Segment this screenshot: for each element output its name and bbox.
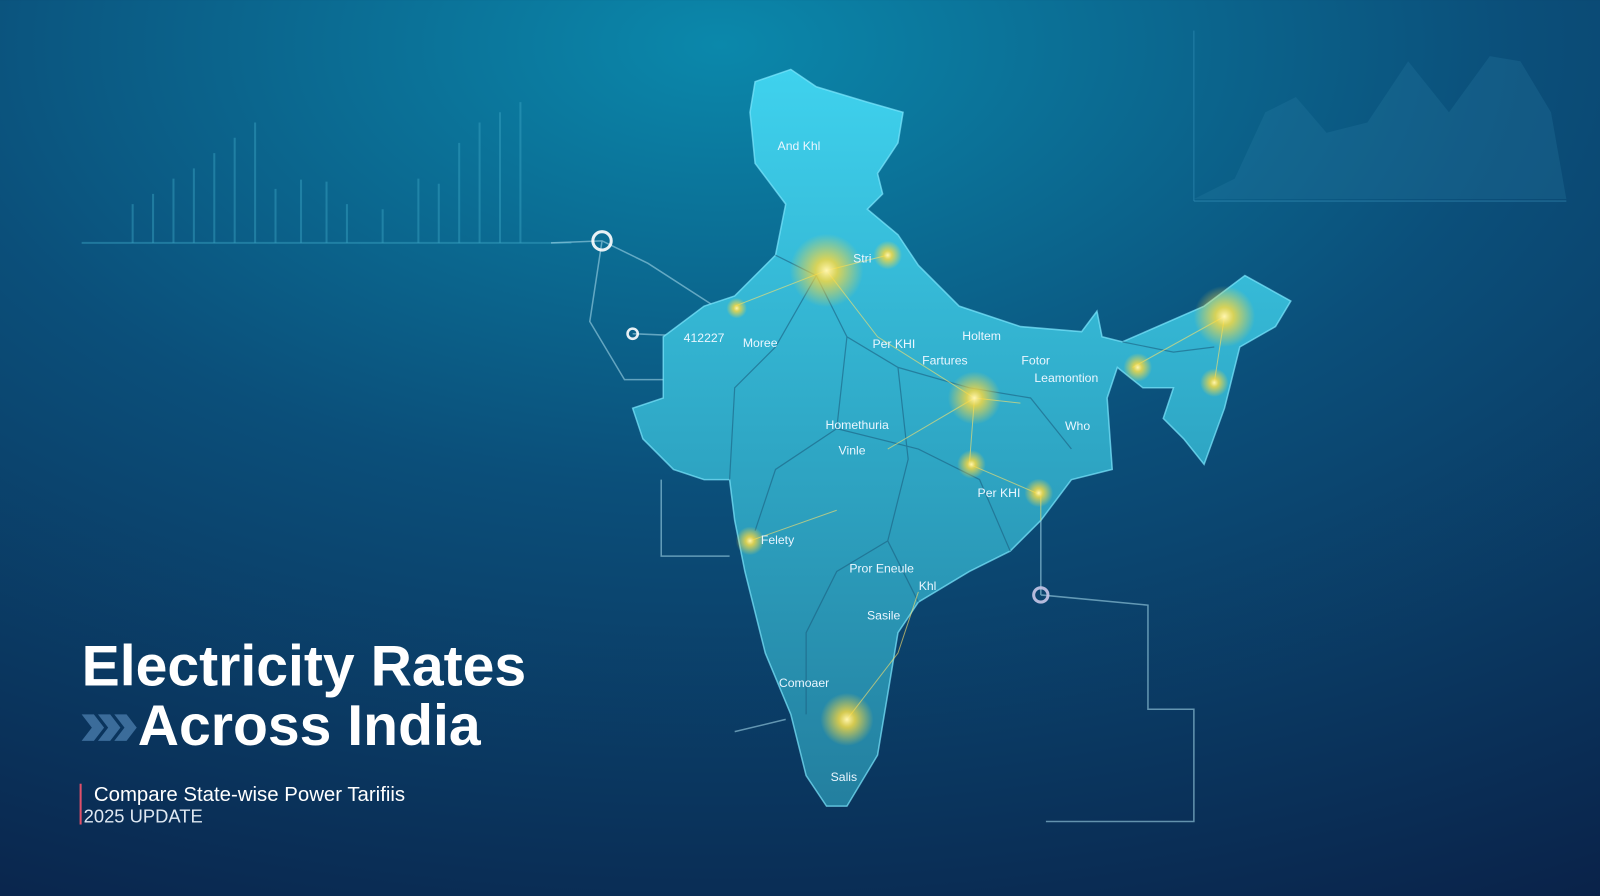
map-label: Pror Eneule — [849, 562, 914, 576]
map-label: Felety — [761, 533, 795, 547]
map-label: Comoaer — [779, 676, 829, 690]
map-labels: And Khl Stri 412227 Moree Per KHI Fartures Hol… — [684, 139, 1099, 784]
decor-area — [1193, 30, 1567, 202]
chevrons — [81, 714, 137, 741]
title-line: Electricity Rates — [82, 635, 527, 699]
map-label: 412227 — [684, 331, 725, 345]
map-label: Homethuria — [826, 418, 889, 432]
decor-bars — [81, 102, 572, 244]
map-label: And Khl — [778, 139, 821, 153]
map-label: Salis — [831, 770, 858, 784]
map-label: Vinle — [839, 443, 866, 457]
map-label: Fotor — [1021, 353, 1050, 367]
map-label: Per KHI — [978, 486, 1021, 500]
title-line: Across India — [138, 694, 482, 758]
map-label: Per KHI — [872, 337, 915, 351]
map-label: Holtem — [962, 329, 1001, 343]
map-label: Leamontion — [1034, 371, 1098, 385]
map-label: Sasile — [867, 609, 901, 623]
badge: 2025 UPDATE — [84, 805, 203, 826]
subtitle: Compare State-wise Power Tarifiis — [94, 784, 405, 806]
map-label: Fartures — [922, 353, 968, 367]
state-borders — [728, 254, 1215, 715]
map-label: Stri — [853, 251, 871, 265]
map-label: Moree — [743, 336, 778, 350]
map-label: Who — [1065, 419, 1090, 433]
power-glows — [726, 233, 1256, 746]
map-label: Khl — [919, 579, 937, 593]
